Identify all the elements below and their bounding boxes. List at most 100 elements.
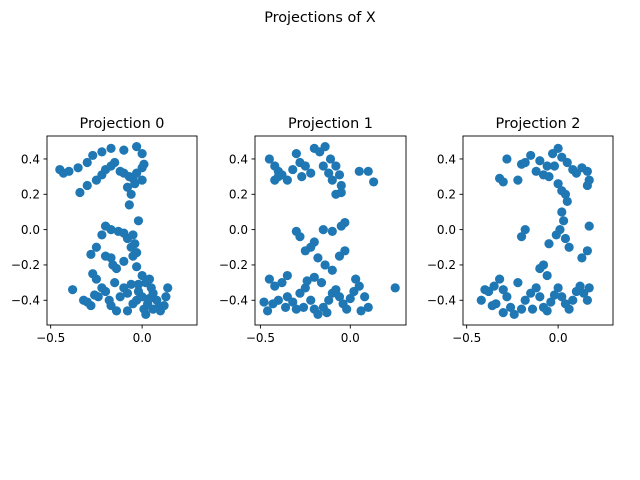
data-point bbox=[354, 281, 364, 291]
data-point bbox=[298, 302, 309, 312]
data-point bbox=[340, 246, 350, 256]
data-point bbox=[133, 279, 144, 289]
data-point bbox=[91, 274, 101, 284]
subplot-0: −0.5 0.0 −0.4 −0.2 0.0 0.2 0.4 Projection 0 bbox=[11, 116, 198, 345]
data-point bbox=[577, 253, 587, 263]
data-point bbox=[68, 285, 78, 295]
data-point bbox=[148, 304, 158, 314]
data-point bbox=[300, 246, 310, 256]
data-point bbox=[309, 272, 319, 282]
data-point bbox=[130, 179, 140, 189]
data-point bbox=[64, 166, 74, 176]
data-point bbox=[137, 149, 147, 159]
data-point bbox=[520, 225, 530, 235]
data-point bbox=[560, 233, 571, 244]
data-point bbox=[520, 157, 530, 168]
data-point bbox=[277, 278, 287, 288]
data-point bbox=[302, 276, 312, 286]
data-point bbox=[390, 283, 400, 293]
data-point bbox=[137, 175, 147, 185]
axes-frame bbox=[254, 135, 407, 326]
data-point bbox=[97, 230, 107, 240]
data-point bbox=[75, 187, 85, 198]
data-point bbox=[360, 292, 370, 302]
data-point bbox=[139, 159, 149, 169]
y-tick-label: 0.2 bbox=[229, 188, 248, 202]
data-point bbox=[119, 256, 129, 267]
data-point bbox=[282, 270, 292, 281]
data-point bbox=[531, 166, 541, 176]
data-point bbox=[324, 295, 334, 305]
axes-frame bbox=[46, 135, 198, 326]
data-point bbox=[582, 246, 592, 256]
data-point bbox=[300, 283, 310, 293]
data-point bbox=[306, 295, 316, 305]
data-point bbox=[498, 177, 508, 187]
data-point bbox=[559, 216, 569, 226]
data-point bbox=[148, 288, 158, 298]
data-point bbox=[334, 292, 345, 302]
data-point bbox=[106, 253, 116, 263]
data-point bbox=[513, 175, 523, 185]
data-point bbox=[306, 168, 316, 178]
data-point bbox=[331, 285, 341, 295]
data-point bbox=[159, 300, 169, 311]
data-point bbox=[152, 295, 162, 305]
data-point bbox=[161, 292, 171, 302]
data-point bbox=[351, 274, 361, 284]
data-point bbox=[498, 308, 508, 318]
data-point bbox=[342, 304, 352, 314]
data-point bbox=[122, 182, 133, 192]
data-point bbox=[280, 302, 291, 312]
data-point bbox=[126, 189, 136, 199]
data-point bbox=[297, 172, 307, 182]
data-point bbox=[363, 302, 373, 312]
data-point bbox=[132, 142, 142, 152]
data-point bbox=[549, 290, 560, 300]
y-tick-label: 0.0 bbox=[229, 223, 248, 237]
data-point bbox=[300, 161, 310, 171]
data-point bbox=[327, 175, 337, 185]
data-point bbox=[562, 157, 572, 168]
data-point bbox=[549, 161, 560, 171]
data-point bbox=[325, 154, 336, 164]
data-point bbox=[259, 297, 269, 307]
data-point bbox=[502, 154, 512, 164]
data-point bbox=[291, 304, 301, 314]
data-point bbox=[527, 304, 538, 314]
data-point bbox=[288, 164, 298, 175]
y-tick-label: 0.4 bbox=[21, 152, 40, 166]
data-point bbox=[509, 309, 519, 319]
data-point bbox=[345, 293, 355, 304]
data-point bbox=[582, 180, 592, 191]
data-point bbox=[551, 230, 561, 240]
data-point bbox=[126, 242, 136, 252]
data-point bbox=[535, 292, 545, 302]
data-point bbox=[336, 221, 346, 231]
data-point bbox=[111, 306, 122, 316]
data-point bbox=[270, 281, 280, 291]
x-tick-label: −0.5 bbox=[452, 331, 481, 345]
data-point bbox=[282, 175, 292, 185]
y-tick-label: −0.4 bbox=[219, 294, 248, 308]
data-point bbox=[336, 180, 346, 191]
data-point bbox=[498, 285, 508, 295]
data-point bbox=[144, 274, 155, 284]
data-point bbox=[505, 302, 516, 312]
data-point bbox=[122, 288, 133, 298]
data-point bbox=[322, 308, 332, 318]
data-point bbox=[354, 166, 364, 176]
axes-frame bbox=[462, 135, 614, 326]
data-point bbox=[564, 304, 574, 314]
data-point bbox=[128, 251, 138, 261]
data-point bbox=[513, 278, 523, 288]
data-point bbox=[106, 225, 116, 235]
data-point bbox=[516, 304, 527, 314]
data-point bbox=[531, 283, 541, 293]
data-point bbox=[491, 299, 501, 309]
data-point bbox=[291, 149, 301, 159]
x-tick-label: −0.5 bbox=[36, 331, 65, 345]
